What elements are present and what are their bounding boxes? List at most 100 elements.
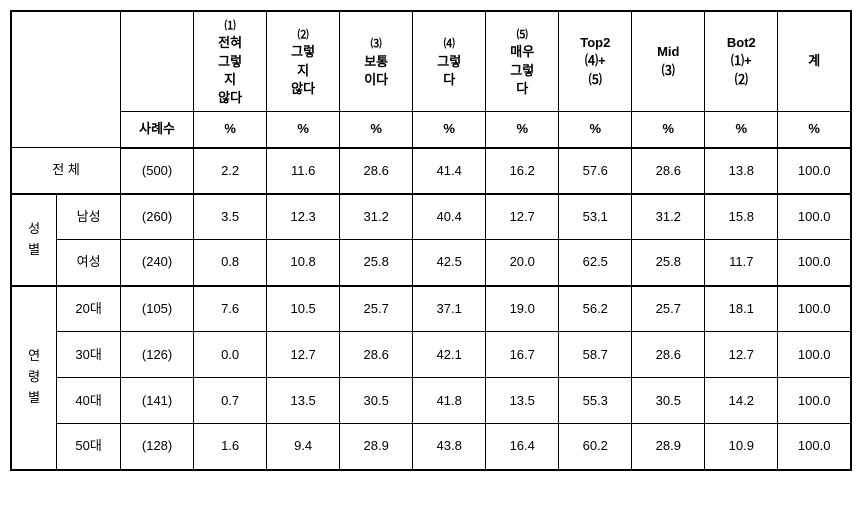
cell-value: 41.4 bbox=[413, 148, 486, 194]
row-age20: 연령별 20대 (105) 7.6 10.5 25.7 37.1 19.0 56… bbox=[11, 286, 851, 332]
pct-mid: % bbox=[632, 112, 705, 148]
pct-1: % bbox=[194, 112, 267, 148]
cell-value: 56.2 bbox=[559, 286, 632, 332]
header-row-2: 사례수 % % % % % % % % % bbox=[11, 112, 851, 148]
cell-value: 58.7 bbox=[559, 332, 632, 378]
cell-value: 10.9 bbox=[705, 424, 778, 470]
row-label-age50: 50대 bbox=[57, 424, 121, 470]
group-all: 전 체 bbox=[11, 148, 121, 194]
cell-value: 31.2 bbox=[340, 194, 413, 240]
cell-value: 28.6 bbox=[340, 332, 413, 378]
cell-value: 7.6 bbox=[194, 286, 267, 332]
cell-value: 37.1 bbox=[413, 286, 486, 332]
row-female: 여성 (240) 0.8 10.8 25.8 42.5 20.0 62.5 25… bbox=[11, 240, 851, 286]
cell-value: 60.2 bbox=[559, 424, 632, 470]
cell-value: 42.1 bbox=[413, 332, 486, 378]
cell-value: 28.6 bbox=[632, 148, 705, 194]
cell-value: 100.0 bbox=[778, 424, 851, 470]
cell-value: 18.1 bbox=[705, 286, 778, 332]
row-label-age20: 20대 bbox=[57, 286, 121, 332]
col-header-3: ⑶ 보통이다 bbox=[340, 11, 413, 112]
col-label-4: 그렇다 bbox=[437, 54, 461, 87]
header-blank bbox=[11, 11, 121, 148]
cell-value: 11.7 bbox=[705, 240, 778, 286]
pct-bot2: % bbox=[705, 112, 778, 148]
col-num-5: ⑸ bbox=[517, 29, 528, 41]
cell-value: 0.8 bbox=[194, 240, 267, 286]
cell-value: 2.2 bbox=[194, 148, 267, 194]
pct-5: % bbox=[486, 112, 559, 148]
group-age: 연령별 bbox=[11, 286, 57, 470]
row-label-age40: 40대 bbox=[57, 378, 121, 424]
col-header-2: ⑵ 그렇지않다 bbox=[267, 11, 340, 112]
cell-cases: (240) bbox=[121, 240, 194, 286]
cell-value: 15.8 bbox=[705, 194, 778, 240]
cell-value: 100.0 bbox=[778, 240, 851, 286]
cell-value: 28.6 bbox=[632, 332, 705, 378]
col-num-2: ⑵ bbox=[298, 29, 309, 41]
row-label-age30: 30대 bbox=[57, 332, 121, 378]
cell-value: 0.7 bbox=[194, 378, 267, 424]
cell-value: 41.8 bbox=[413, 378, 486, 424]
cell-value: 10.8 bbox=[267, 240, 340, 286]
group-gender: 성별 bbox=[11, 194, 57, 286]
row-age40: 40대 (141) 0.7 13.5 30.5 41.8 13.5 55.3 3… bbox=[11, 378, 851, 424]
cell-value: 25.8 bbox=[632, 240, 705, 286]
cell-value: 1.6 bbox=[194, 424, 267, 470]
cell-value: 43.8 bbox=[413, 424, 486, 470]
row-all: 전 체 (500) 2.2 11.6 28.6 41.4 16.2 57.6 2… bbox=[11, 148, 851, 194]
cell-value: 10.5 bbox=[267, 286, 340, 332]
cell-value: 20.0 bbox=[486, 240, 559, 286]
survey-table: ⑴ 전혀그렇지않다 ⑵ 그렇지않다 ⑶ 보통이다 ⑷ 그렇다 ⑸ 매우그렇다 T… bbox=[10, 10, 852, 471]
cell-value: 0.0 bbox=[194, 332, 267, 378]
col-header-mid: Mid⑶ bbox=[632, 11, 705, 112]
col-header-4: ⑷ 그렇다 bbox=[413, 11, 486, 112]
cell-cases: (500) bbox=[121, 148, 194, 194]
pct-total: % bbox=[778, 112, 851, 148]
col-header-1: ⑴ 전혀그렇지않다 bbox=[194, 11, 267, 112]
cell-value: 16.4 bbox=[486, 424, 559, 470]
cell-value: 57.6 bbox=[559, 148, 632, 194]
cell-value: 53.1 bbox=[559, 194, 632, 240]
pct-3: % bbox=[340, 112, 413, 148]
col-header-5: ⑸ 매우그렇다 bbox=[486, 11, 559, 112]
cell-value: 9.4 bbox=[267, 424, 340, 470]
cell-cases: (128) bbox=[121, 424, 194, 470]
cell-cases: (126) bbox=[121, 332, 194, 378]
cell-value: 28.9 bbox=[632, 424, 705, 470]
cell-value: 62.5 bbox=[559, 240, 632, 286]
pct-2: % bbox=[267, 112, 340, 148]
cell-value: 25.7 bbox=[632, 286, 705, 332]
cell-value: 100.0 bbox=[778, 194, 851, 240]
cell-value: 13.5 bbox=[267, 378, 340, 424]
cell-value: 13.8 bbox=[705, 148, 778, 194]
row-label-female: 여성 bbox=[57, 240, 121, 286]
cell-value: 14.2 bbox=[705, 378, 778, 424]
cell-value: 16.7 bbox=[486, 332, 559, 378]
cell-value: 25.7 bbox=[340, 286, 413, 332]
col-label-1: 전혀그렇지않다 bbox=[218, 35, 242, 105]
col-num-4: ⑷ bbox=[444, 38, 455, 50]
col-label-3: 보통이다 bbox=[364, 54, 388, 87]
cell-value: 100.0 bbox=[778, 378, 851, 424]
cell-value: 25.8 bbox=[340, 240, 413, 286]
cell-cases: (141) bbox=[121, 378, 194, 424]
col-label-2: 그렇지않다 bbox=[291, 44, 315, 95]
cell-cases: (105) bbox=[121, 286, 194, 332]
cell-value: 30.5 bbox=[632, 378, 705, 424]
col-header-top2: Top2⑷+⑸ bbox=[559, 11, 632, 112]
row-male: 성별 남성 (260) 3.5 12.3 31.2 40.4 12.7 53.1… bbox=[11, 194, 851, 240]
cell-value: 31.2 bbox=[632, 194, 705, 240]
cell-value: 12.3 bbox=[267, 194, 340, 240]
cell-value: 100.0 bbox=[778, 286, 851, 332]
cell-value: 16.2 bbox=[486, 148, 559, 194]
cell-value: 42.5 bbox=[413, 240, 486, 286]
cell-value: 40.4 bbox=[413, 194, 486, 240]
cell-value: 12.7 bbox=[486, 194, 559, 240]
cell-value: 11.6 bbox=[267, 148, 340, 194]
col-num-1: ⑴ bbox=[225, 20, 236, 32]
cell-value: 19.0 bbox=[486, 286, 559, 332]
cell-cases: (260) bbox=[121, 194, 194, 240]
cell-value: 28.9 bbox=[340, 424, 413, 470]
cell-value: 55.3 bbox=[559, 378, 632, 424]
